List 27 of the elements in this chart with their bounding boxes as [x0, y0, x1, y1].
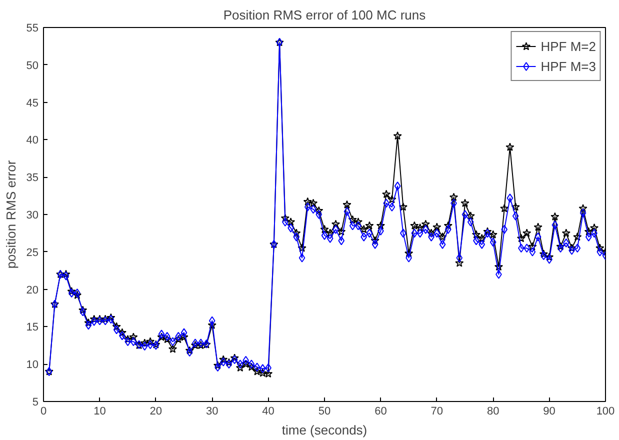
y-tick-label: 10 — [26, 359, 39, 372]
y-tick-label: 45 — [26, 97, 39, 110]
x-tick-label: 70 — [430, 406, 444, 418]
legend-label: HPF M=3 — [540, 58, 596, 74]
x-tick-label: 90 — [543, 406, 556, 418]
y-tick-label: 40 — [26, 134, 39, 147]
x-tick-label: 20 — [150, 406, 162, 418]
x-tick-label: 30 — [206, 406, 218, 418]
x-tick-label: 50 — [318, 406, 331, 418]
x-tick-label: 10 — [94, 406, 106, 418]
y-tick-label: 35 — [26, 172, 39, 184]
y-tick-label: 50 — [26, 60, 39, 72]
x-tick-label: 60 — [374, 406, 387, 418]
y-axis-title: position RMS error — [3, 160, 18, 269]
x-tick-label: 100 — [596, 406, 615, 418]
y-tick-label: 20 — [26, 284, 39, 296]
legend-label: HPF M=2 — [540, 38, 596, 54]
x-tick-label: 40 — [262, 406, 274, 418]
y-tick-label: 25 — [26, 246, 39, 259]
x-axis-title: time (seconds) — [282, 422, 368, 438]
y-tick-label: 55 — [26, 22, 39, 34]
y-tick-label: 15 — [26, 322, 39, 334]
x-tick-label: 0 — [40, 406, 47, 418]
x-tick-label: 80 — [486, 406, 500, 418]
chart-title: Position RMS error of 100 MC runs — [223, 8, 426, 22]
y-tick-label: 5 — [32, 396, 39, 408]
y-tick-label: 30 — [26, 210, 39, 222]
